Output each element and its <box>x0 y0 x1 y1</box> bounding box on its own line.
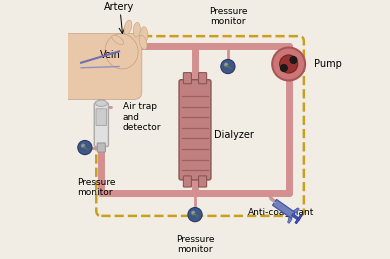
Ellipse shape <box>222 64 234 70</box>
Polygon shape <box>288 217 292 223</box>
Circle shape <box>280 64 287 72</box>
Ellipse shape <box>191 212 197 216</box>
Text: Anti-coagulant: Anti-coagulant <box>248 208 314 217</box>
Ellipse shape <box>223 64 229 68</box>
Ellipse shape <box>85 148 89 150</box>
FancyBboxPatch shape <box>199 176 207 187</box>
Text: Pressure
monitor: Pressure monitor <box>209 7 247 26</box>
FancyBboxPatch shape <box>96 109 106 126</box>
Ellipse shape <box>141 27 148 41</box>
Ellipse shape <box>79 145 90 152</box>
Circle shape <box>221 59 235 74</box>
Circle shape <box>290 56 297 64</box>
Text: Pump: Pump <box>314 59 342 69</box>
Text: Vein: Vein <box>100 50 121 60</box>
Circle shape <box>191 211 195 215</box>
Ellipse shape <box>81 145 86 149</box>
FancyBboxPatch shape <box>61 34 142 99</box>
Text: Air trap
and
detector: Air trap and detector <box>123 102 161 132</box>
Circle shape <box>194 214 196 216</box>
Polygon shape <box>295 214 302 224</box>
Ellipse shape <box>228 67 232 69</box>
Text: Pressure
monitor: Pressure monitor <box>77 178 116 197</box>
Circle shape <box>78 140 92 155</box>
Ellipse shape <box>112 35 124 45</box>
Circle shape <box>188 207 202 222</box>
Circle shape <box>272 48 305 81</box>
Polygon shape <box>293 208 299 213</box>
Ellipse shape <box>105 34 138 69</box>
FancyBboxPatch shape <box>94 103 108 147</box>
Circle shape <box>84 147 86 149</box>
FancyBboxPatch shape <box>199 73 207 84</box>
Ellipse shape <box>133 23 140 37</box>
Ellipse shape <box>139 35 147 50</box>
Ellipse shape <box>96 100 107 106</box>
FancyBboxPatch shape <box>179 80 211 180</box>
Ellipse shape <box>189 212 201 219</box>
Circle shape <box>227 66 229 68</box>
Circle shape <box>224 63 228 67</box>
FancyBboxPatch shape <box>183 73 191 84</box>
Ellipse shape <box>195 215 199 218</box>
Circle shape <box>81 143 85 148</box>
Circle shape <box>280 55 298 73</box>
Ellipse shape <box>124 20 132 34</box>
Text: Dialyzer: Dialyzer <box>214 130 254 140</box>
Text: Artery: Artery <box>104 2 134 12</box>
FancyBboxPatch shape <box>97 143 105 152</box>
Text: Pressure
monitor: Pressure monitor <box>176 235 214 254</box>
FancyBboxPatch shape <box>183 176 191 187</box>
Polygon shape <box>273 199 295 218</box>
